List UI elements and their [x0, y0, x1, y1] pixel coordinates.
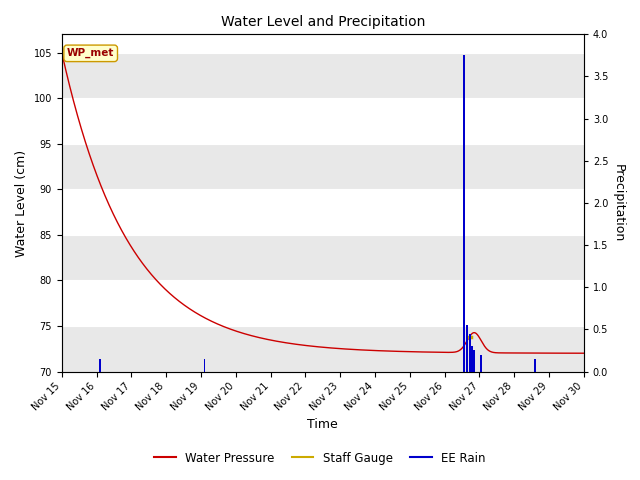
- X-axis label: Time: Time: [307, 419, 338, 432]
- Bar: [99, 359, 101, 372]
- Bar: [62, 53, 584, 98]
- Bar: [467, 325, 468, 372]
- Bar: [474, 350, 475, 372]
- Bar: [468, 334, 470, 372]
- Text: WP_met: WP_met: [67, 48, 115, 59]
- Bar: [62, 235, 584, 280]
- Bar: [471, 346, 472, 372]
- Bar: [62, 144, 584, 189]
- Y-axis label: Water Level (cm): Water Level (cm): [15, 149, 28, 256]
- Y-axis label: Precipitation: Precipitation: [612, 164, 625, 242]
- Bar: [480, 355, 482, 372]
- Title: Water Level and Precipitation: Water Level and Precipitation: [221, 15, 425, 29]
- Bar: [204, 359, 205, 372]
- Bar: [463, 55, 465, 372]
- Bar: [62, 326, 584, 372]
- Bar: [534, 359, 536, 372]
- Legend: Water Pressure, Staff Gauge, EE Rain: Water Pressure, Staff Gauge, EE Rain: [150, 447, 490, 469]
